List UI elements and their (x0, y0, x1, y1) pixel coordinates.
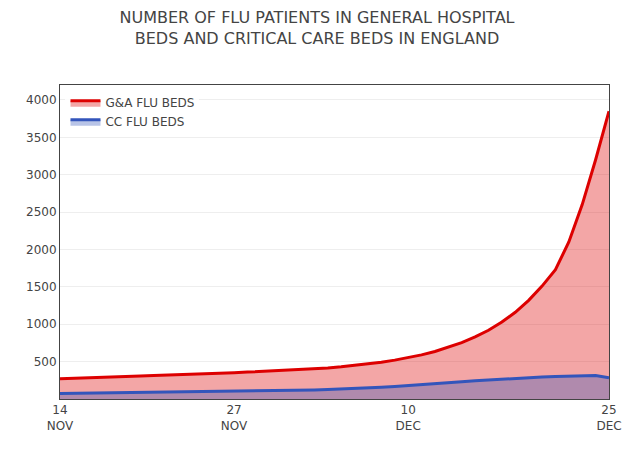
svg-text:1000: 1000 (26, 317, 57, 331)
svg-text:1500: 1500 (26, 280, 57, 294)
svg-text:27NOV: 27NOV (221, 403, 248, 433)
svg-text:25DEC: 25DEC (596, 403, 621, 433)
svg-text:2500: 2500 (26, 205, 57, 219)
svg-text:500: 500 (34, 355, 57, 369)
svg-text:4000: 4000 (26, 93, 57, 107)
svg-text:G&A FLU BEDS: G&A FLU BEDS (105, 96, 194, 110)
svg-text:CC FLU BEDS: CC FLU BEDS (105, 115, 184, 129)
svg-text:NUMBER OF FLU PATIENTS IN GENE: NUMBER OF FLU PATIENTS IN GENERAL HOSPIT… (120, 8, 515, 48)
svg-text:10DEC: 10DEC (396, 403, 421, 433)
svg-text:14NOV: 14NOV (47, 403, 74, 433)
svg-text:3500: 3500 (26, 131, 57, 145)
svg-text:3000: 3000 (26, 168, 57, 182)
svg-text:2000: 2000 (26, 243, 57, 257)
